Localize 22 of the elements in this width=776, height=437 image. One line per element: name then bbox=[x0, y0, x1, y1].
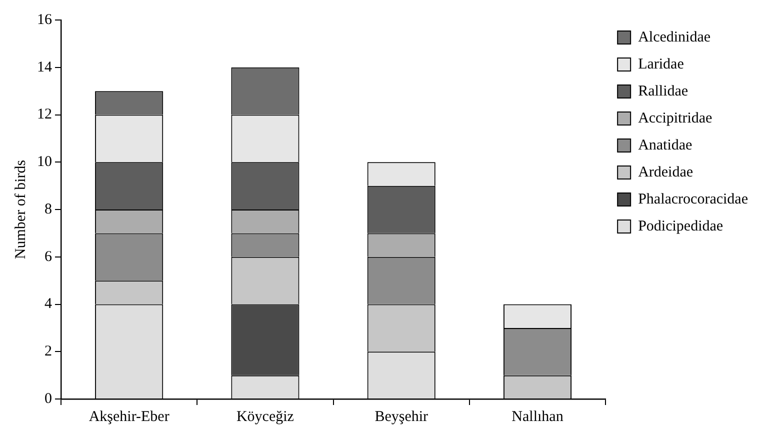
y-tick-label: 10 bbox=[37, 154, 52, 170]
legend-label: Anatidae bbox=[638, 137, 693, 154]
legend-label: Rallidae bbox=[638, 83, 688, 100]
y-tick-label: 2 bbox=[44, 344, 52, 360]
y-axis-title: Number of birds bbox=[12, 160, 29, 260]
y-tick-label: 6 bbox=[44, 248, 52, 265]
x-tick-label: Köyceğiz bbox=[236, 408, 294, 425]
legend-label: Podicipedidae bbox=[638, 218, 724, 234]
x-tick-label: Beyşehir bbox=[374, 408, 428, 425]
legend-label: Ardeidae bbox=[638, 164, 694, 180]
y-tick-label: 4 bbox=[44, 296, 52, 312]
legend-label: Phalacrocoracidae bbox=[638, 191, 748, 208]
y-tick-label: 14 bbox=[37, 59, 52, 76]
y-tick-label: 0 bbox=[44, 390, 52, 407]
legend-label: Alcedinidae bbox=[638, 29, 711, 46]
y-tick-label: 8 bbox=[44, 201, 52, 218]
y-tick-label: 16 bbox=[37, 12, 52, 28]
x-tick-label: Nallıhan bbox=[512, 408, 564, 425]
legend-label: Laridae bbox=[638, 56, 684, 72]
legend-label: Accipitridae bbox=[638, 110, 713, 126]
y-tick-label: 12 bbox=[37, 106, 52, 123]
x-tick-label: Akşehir-Eber bbox=[88, 408, 170, 425]
